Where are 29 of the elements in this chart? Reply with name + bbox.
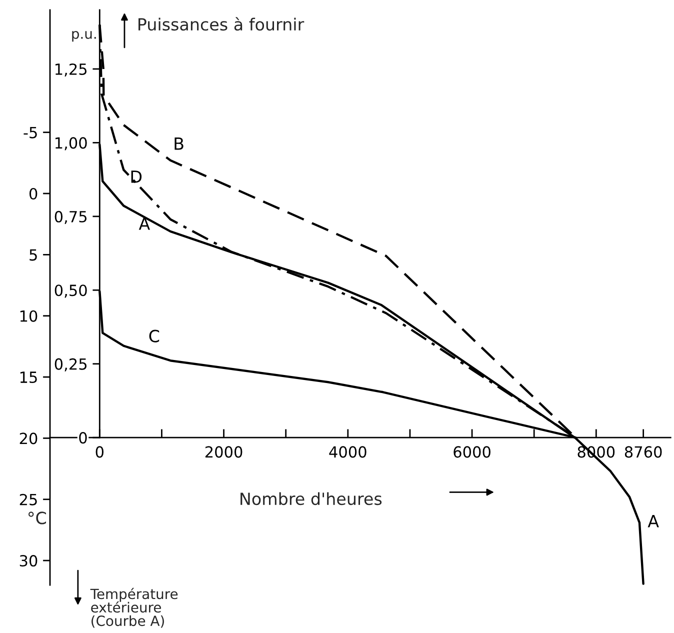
series-label: C (149, 330, 160, 342)
y-tick-label: 0,25 (54, 358, 87, 372)
y2-tick-label: -5 (24, 127, 37, 138)
x-tick-label: 0 (96, 446, 104, 458)
series-label: D (131, 170, 142, 183)
y2-tick-label: 15 (20, 372, 37, 384)
x-tick-label: 2000 (205, 446, 242, 458)
y2-tick-label: 5 (30, 249, 37, 261)
y2-tick-label: 10 (20, 310, 38, 322)
text: A (648, 515, 659, 528)
x-tick-label: 4000 (329, 446, 366, 458)
y2-tick-label: 30 (20, 554, 38, 567)
y-tick-label: 1,00 (56, 137, 87, 150)
y-axis-title: p.u. (72, 30, 96, 42)
y-tick-label: 0,50 (54, 284, 87, 298)
y2-tick-label: 20 (20, 432, 38, 444)
text: Température extérieure (Courbe A) (90, 588, 178, 628)
series-label: B (174, 138, 184, 150)
legend-label: A (138, 218, 150, 230)
y2-tick-label: 25 (20, 494, 37, 506)
chart-title: Puissances à fournir (138, 17, 304, 31)
y-tick-label: 0 (79, 432, 87, 444)
x-tick-label: 8760 (624, 446, 662, 458)
y-tick-label: 0,75 (54, 210, 87, 224)
y2-tick-label: 0 (29, 188, 38, 200)
y-tick-label: 1,25 (56, 63, 87, 77)
x-tick-label: 6000 (454, 446, 490, 458)
x-axis-title: Nombre d'heures (240, 492, 382, 506)
y2-axis-title: °C (28, 512, 46, 524)
